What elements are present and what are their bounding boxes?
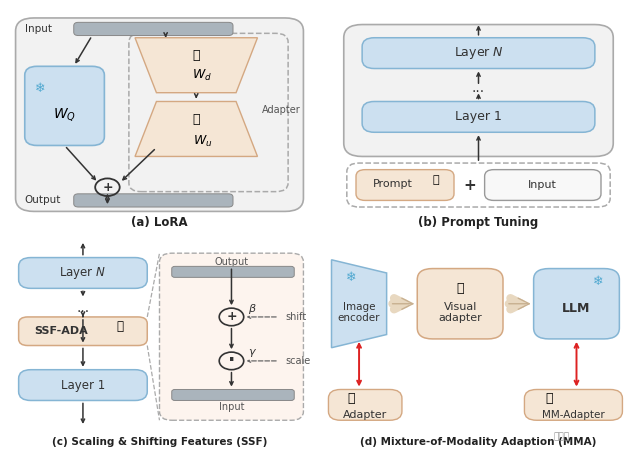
Text: ❄: ❄ <box>35 82 45 95</box>
Text: Layer $N$: Layer $N$ <box>59 265 107 281</box>
Text: shift: shift <box>285 312 306 322</box>
Text: ❄: ❄ <box>346 271 357 284</box>
FancyBboxPatch shape <box>172 389 294 400</box>
Text: Prompt: Prompt <box>373 179 413 189</box>
Text: SSF-ADA: SSF-ADA <box>34 326 89 336</box>
FancyBboxPatch shape <box>25 66 105 146</box>
FancyBboxPatch shape <box>344 25 613 157</box>
Text: (d) Mixture-of-Modality Adaption (MMA): (d) Mixture-of-Modality Adaption (MMA) <box>360 437 597 447</box>
FancyBboxPatch shape <box>417 268 503 339</box>
Text: Adapter: Adapter <box>262 105 300 115</box>
Text: $W_Q$: $W_Q$ <box>53 106 76 123</box>
FancyBboxPatch shape <box>524 389 623 420</box>
Text: Input: Input <box>219 402 244 412</box>
Text: Image
encoder: Image encoder <box>338 302 380 323</box>
Text: $W_u$: $W_u$ <box>193 134 212 148</box>
FancyBboxPatch shape <box>15 18 304 212</box>
Text: 🔥: 🔥 <box>433 174 439 185</box>
Text: 🔥: 🔥 <box>116 320 123 333</box>
Text: ...: ... <box>472 82 485 95</box>
Text: $W_d$: $W_d$ <box>193 68 212 82</box>
Text: +: + <box>226 311 237 323</box>
FancyBboxPatch shape <box>356 169 454 201</box>
Text: (a) LoRA: (a) LoRA <box>131 216 188 229</box>
Text: +: + <box>463 178 476 192</box>
FancyBboxPatch shape <box>533 268 619 339</box>
Text: (b) Prompt Tuning: (b) Prompt Tuning <box>419 216 538 229</box>
Text: $\gamma$: $\gamma$ <box>248 347 257 359</box>
FancyBboxPatch shape <box>19 317 147 345</box>
Text: 🔥: 🔥 <box>545 392 553 405</box>
Text: 🔥: 🔥 <box>348 392 355 405</box>
Polygon shape <box>332 260 387 348</box>
FancyBboxPatch shape <box>19 370 147 400</box>
FancyBboxPatch shape <box>329 389 402 420</box>
Text: ...: ... <box>77 301 89 315</box>
Text: Layer $N$: Layer $N$ <box>454 45 503 61</box>
Text: 🔥: 🔥 <box>193 113 200 125</box>
Text: scale: scale <box>285 356 310 366</box>
Polygon shape <box>135 38 258 93</box>
Text: 🔥: 🔥 <box>456 282 464 295</box>
Text: MM-Adapter: MM-Adapter <box>542 410 605 420</box>
FancyBboxPatch shape <box>160 253 304 420</box>
Text: ❄: ❄ <box>593 275 603 288</box>
Text: Adapter: Adapter <box>343 410 387 420</box>
Text: ·: · <box>228 351 235 371</box>
Text: Input: Input <box>25 24 52 34</box>
FancyBboxPatch shape <box>19 257 147 289</box>
FancyBboxPatch shape <box>362 38 595 69</box>
FancyBboxPatch shape <box>74 194 233 207</box>
Text: Input: Input <box>528 180 557 190</box>
Text: Layer 1: Layer 1 <box>455 110 502 123</box>
Text: 🔥: 🔥 <box>193 49 200 62</box>
Text: Visual
adapter: Visual adapter <box>438 302 482 323</box>
Text: Output: Output <box>214 257 249 267</box>
Text: Layer 1: Layer 1 <box>61 379 105 392</box>
Polygon shape <box>135 102 258 157</box>
Text: 新智元: 新智元 <box>553 433 570 442</box>
Text: $\beta$: $\beta$ <box>248 302 257 316</box>
FancyBboxPatch shape <box>362 102 595 132</box>
FancyBboxPatch shape <box>172 267 294 278</box>
Text: LLM: LLM <box>562 302 591 315</box>
FancyBboxPatch shape <box>485 169 601 201</box>
Text: (c) Scaling & Shifting Features (SSF): (c) Scaling & Shifting Features (SSF) <box>52 437 267 447</box>
Text: +: + <box>102 181 113 194</box>
Text: Output: Output <box>25 196 61 206</box>
FancyBboxPatch shape <box>74 22 233 36</box>
